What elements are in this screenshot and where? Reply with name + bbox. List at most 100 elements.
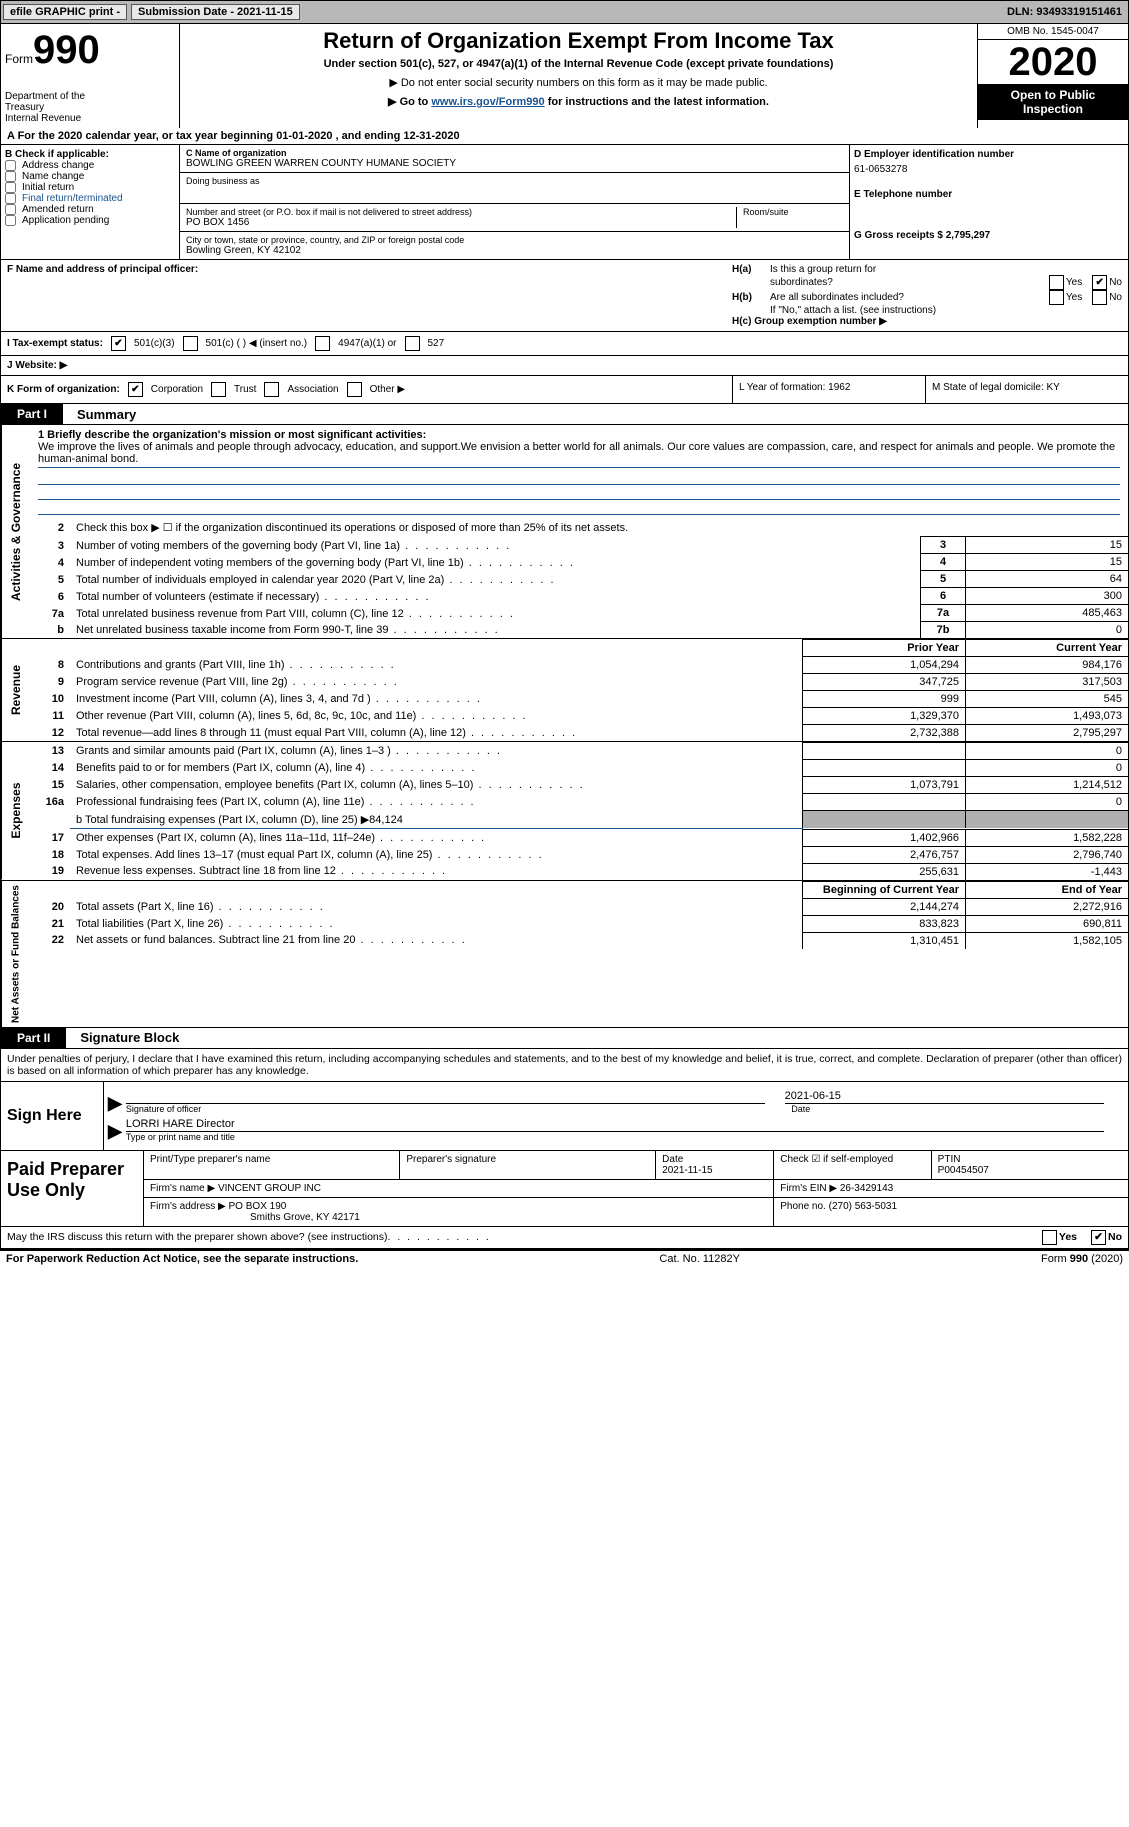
ein-value: 61-0653278: [854, 164, 1124, 175]
b-label: B Check if applicable:: [5, 149, 175, 160]
cb-pending-label: Application pending: [22, 215, 109, 226]
i-501c3-cb[interactable]: ✔: [111, 336, 126, 351]
d-label: D Employer identification number: [854, 149, 1124, 160]
ha-yes-label: Yes: [1066, 277, 1082, 288]
hb-text: Are all subordinates included?: [770, 292, 1049, 303]
row-num: 17: [30, 829, 70, 846]
hc-label: H(c) Group exemption number ▶: [732, 316, 887, 327]
section-fh: F Name and address of principal officer:…: [0, 260, 1129, 332]
irs-link[interactable]: www.irs.gov/Form990: [431, 96, 544, 108]
cb-address-label: Address change: [22, 160, 94, 171]
form-subtitle: Under section 501(c), 527, or 4947(a)(1)…: [184, 58, 973, 70]
prior-value: 2,732,388: [803, 725, 966, 742]
cb-initial-label: Initial return: [22, 182, 74, 193]
k-assoc-cb[interactable]: [264, 382, 279, 397]
discuss-yes-label: Yes: [1059, 1231, 1077, 1243]
omb-number: OMB No. 1545-0047: [978, 24, 1128, 40]
e-label: E Telephone number: [854, 189, 1124, 200]
vlabel-revenue: Revenue: [1, 639, 30, 741]
i-527-label: 527: [428, 338, 445, 349]
org-name: BOWLING GREEN WARREN COUNTY HUMANE SOCIE…: [186, 158, 843, 169]
firm-ein: 26-3429143: [840, 1183, 893, 1194]
discuss-text: May the IRS discuss this return with the…: [7, 1231, 388, 1243]
netassets-section: Net Assets or Fund Balances Beginning of…: [0, 881, 1129, 1028]
row-num: 9: [30, 674, 70, 691]
efile-button[interactable]: efile GRAPHIC print -: [3, 4, 127, 20]
vlabel-activities: Activities & Governance: [1, 425, 30, 638]
note2b: for instructions and the latest informat…: [545, 96, 769, 108]
cb-final[interactable]: [5, 193, 16, 204]
officer-name: LORRI HARE Director: [126, 1118, 1104, 1132]
header-end: End of Year: [966, 881, 1129, 898]
row-text: Net unrelated business taxable income fr…: [70, 622, 921, 639]
firm-addr-label: Firm's address ▶: [150, 1201, 226, 1212]
i-501c-cb[interactable]: [183, 336, 198, 351]
open-public: Open to Public Inspection: [978, 84, 1128, 120]
row-text: Net assets or fund balances. Subtract li…: [70, 932, 803, 949]
current-value: 545: [966, 691, 1129, 708]
current-value: 0: [966, 743, 1129, 760]
row-value: 64: [966, 571, 1129, 588]
i-4947-cb[interactable]: [315, 336, 330, 351]
prior-value: 2,476,757: [803, 846, 966, 863]
header-prior: Prior Year: [803, 640, 966, 657]
discuss-yes-cb[interactable]: [1042, 1230, 1057, 1245]
sig-date: 2021-06-15: [785, 1090, 1104, 1104]
cb-initial[interactable]: [5, 182, 16, 193]
ptin-value: P00454507: [938, 1165, 989, 1176]
row-box: 7b: [921, 622, 966, 639]
row-text: Number of voting members of the governin…: [70, 537, 921, 554]
prior-value: 1,073,791: [803, 777, 966, 794]
vlabel-netassets: Net Assets or Fund Balances: [1, 881, 30, 1027]
room-label: Room/suite: [743, 207, 843, 217]
paid-label: Paid Preparer Use Only: [1, 1151, 143, 1226]
k-other-cb[interactable]: [347, 382, 362, 397]
footer-mid: Cat. No. 11282Y: [659, 1253, 740, 1265]
ha-yes-cb[interactable]: [1049, 275, 1064, 290]
dba-label: Doing business as: [186, 176, 843, 186]
row-num: 3: [30, 537, 70, 554]
part2-title: Signature Block: [66, 1030, 179, 1045]
submission-button[interactable]: Submission Date - 2021-11-15: [131, 4, 300, 20]
cb-address[interactable]: [5, 160, 16, 171]
line16b-current: [966, 811, 1129, 829]
current-value: 2,795,297: [966, 725, 1129, 742]
part1-title: Summary: [63, 407, 136, 422]
hb-prefix: H(b): [732, 292, 770, 303]
firm-ein-label: Firm's EIN ▶: [780, 1183, 837, 1194]
prior-value: 1,054,294: [803, 657, 966, 674]
form-note1: ▶ Do not enter social security numbers o…: [184, 76, 973, 89]
ptin-label: PTIN: [938, 1154, 961, 1165]
discuss-no-cb[interactable]: ✔: [1091, 1230, 1106, 1245]
city-value: Bowling Green, KY 42102: [186, 245, 843, 256]
form-word: Form: [5, 52, 33, 66]
k-trust-cb[interactable]: [211, 382, 226, 397]
addr-value: PO BOX 1456: [186, 217, 736, 228]
header-begin: Beginning of Current Year: [803, 881, 966, 898]
hb-yes-cb[interactable]: [1049, 290, 1064, 305]
cb-name[interactable]: [5, 171, 16, 182]
cb-pending[interactable]: [5, 215, 16, 226]
discuss-no-label: No: [1108, 1231, 1122, 1243]
hb-no-cb[interactable]: [1092, 290, 1107, 305]
row-text: Other expenses (Part IX, column (A), lin…: [70, 829, 803, 846]
i-527-cb[interactable]: [405, 336, 420, 351]
row-j: J Website: ▶: [0, 356, 1129, 376]
row-num: 6: [30, 588, 70, 605]
row-box: 4: [921, 554, 966, 571]
ha-no-label: No: [1109, 277, 1122, 288]
prior-value: 255,631: [803, 863, 966, 880]
k-corp-cb[interactable]: ✔: [128, 382, 143, 397]
form-title: Return of Organization Exempt From Incom…: [184, 28, 973, 54]
current-value: -1,443: [966, 863, 1129, 880]
cb-amended[interactable]: [5, 204, 16, 215]
sig-intro: Under penalties of perjury, I declare th…: [0, 1049, 1129, 1081]
dln-label: DLN: 93493319151461: [1007, 6, 1128, 18]
ha-no-cb[interactable]: ✔: [1092, 275, 1107, 290]
hb-yes-label: Yes: [1066, 292, 1082, 303]
i-501c3-label: 501(c)(3): [134, 338, 175, 349]
row-value: 15: [966, 537, 1129, 554]
row-num: 21: [30, 915, 70, 932]
discuss-dots: [388, 1231, 1042, 1243]
row-i: I Tax-exempt status: ✔501(c)(3) 501(c) (…: [0, 332, 1129, 356]
